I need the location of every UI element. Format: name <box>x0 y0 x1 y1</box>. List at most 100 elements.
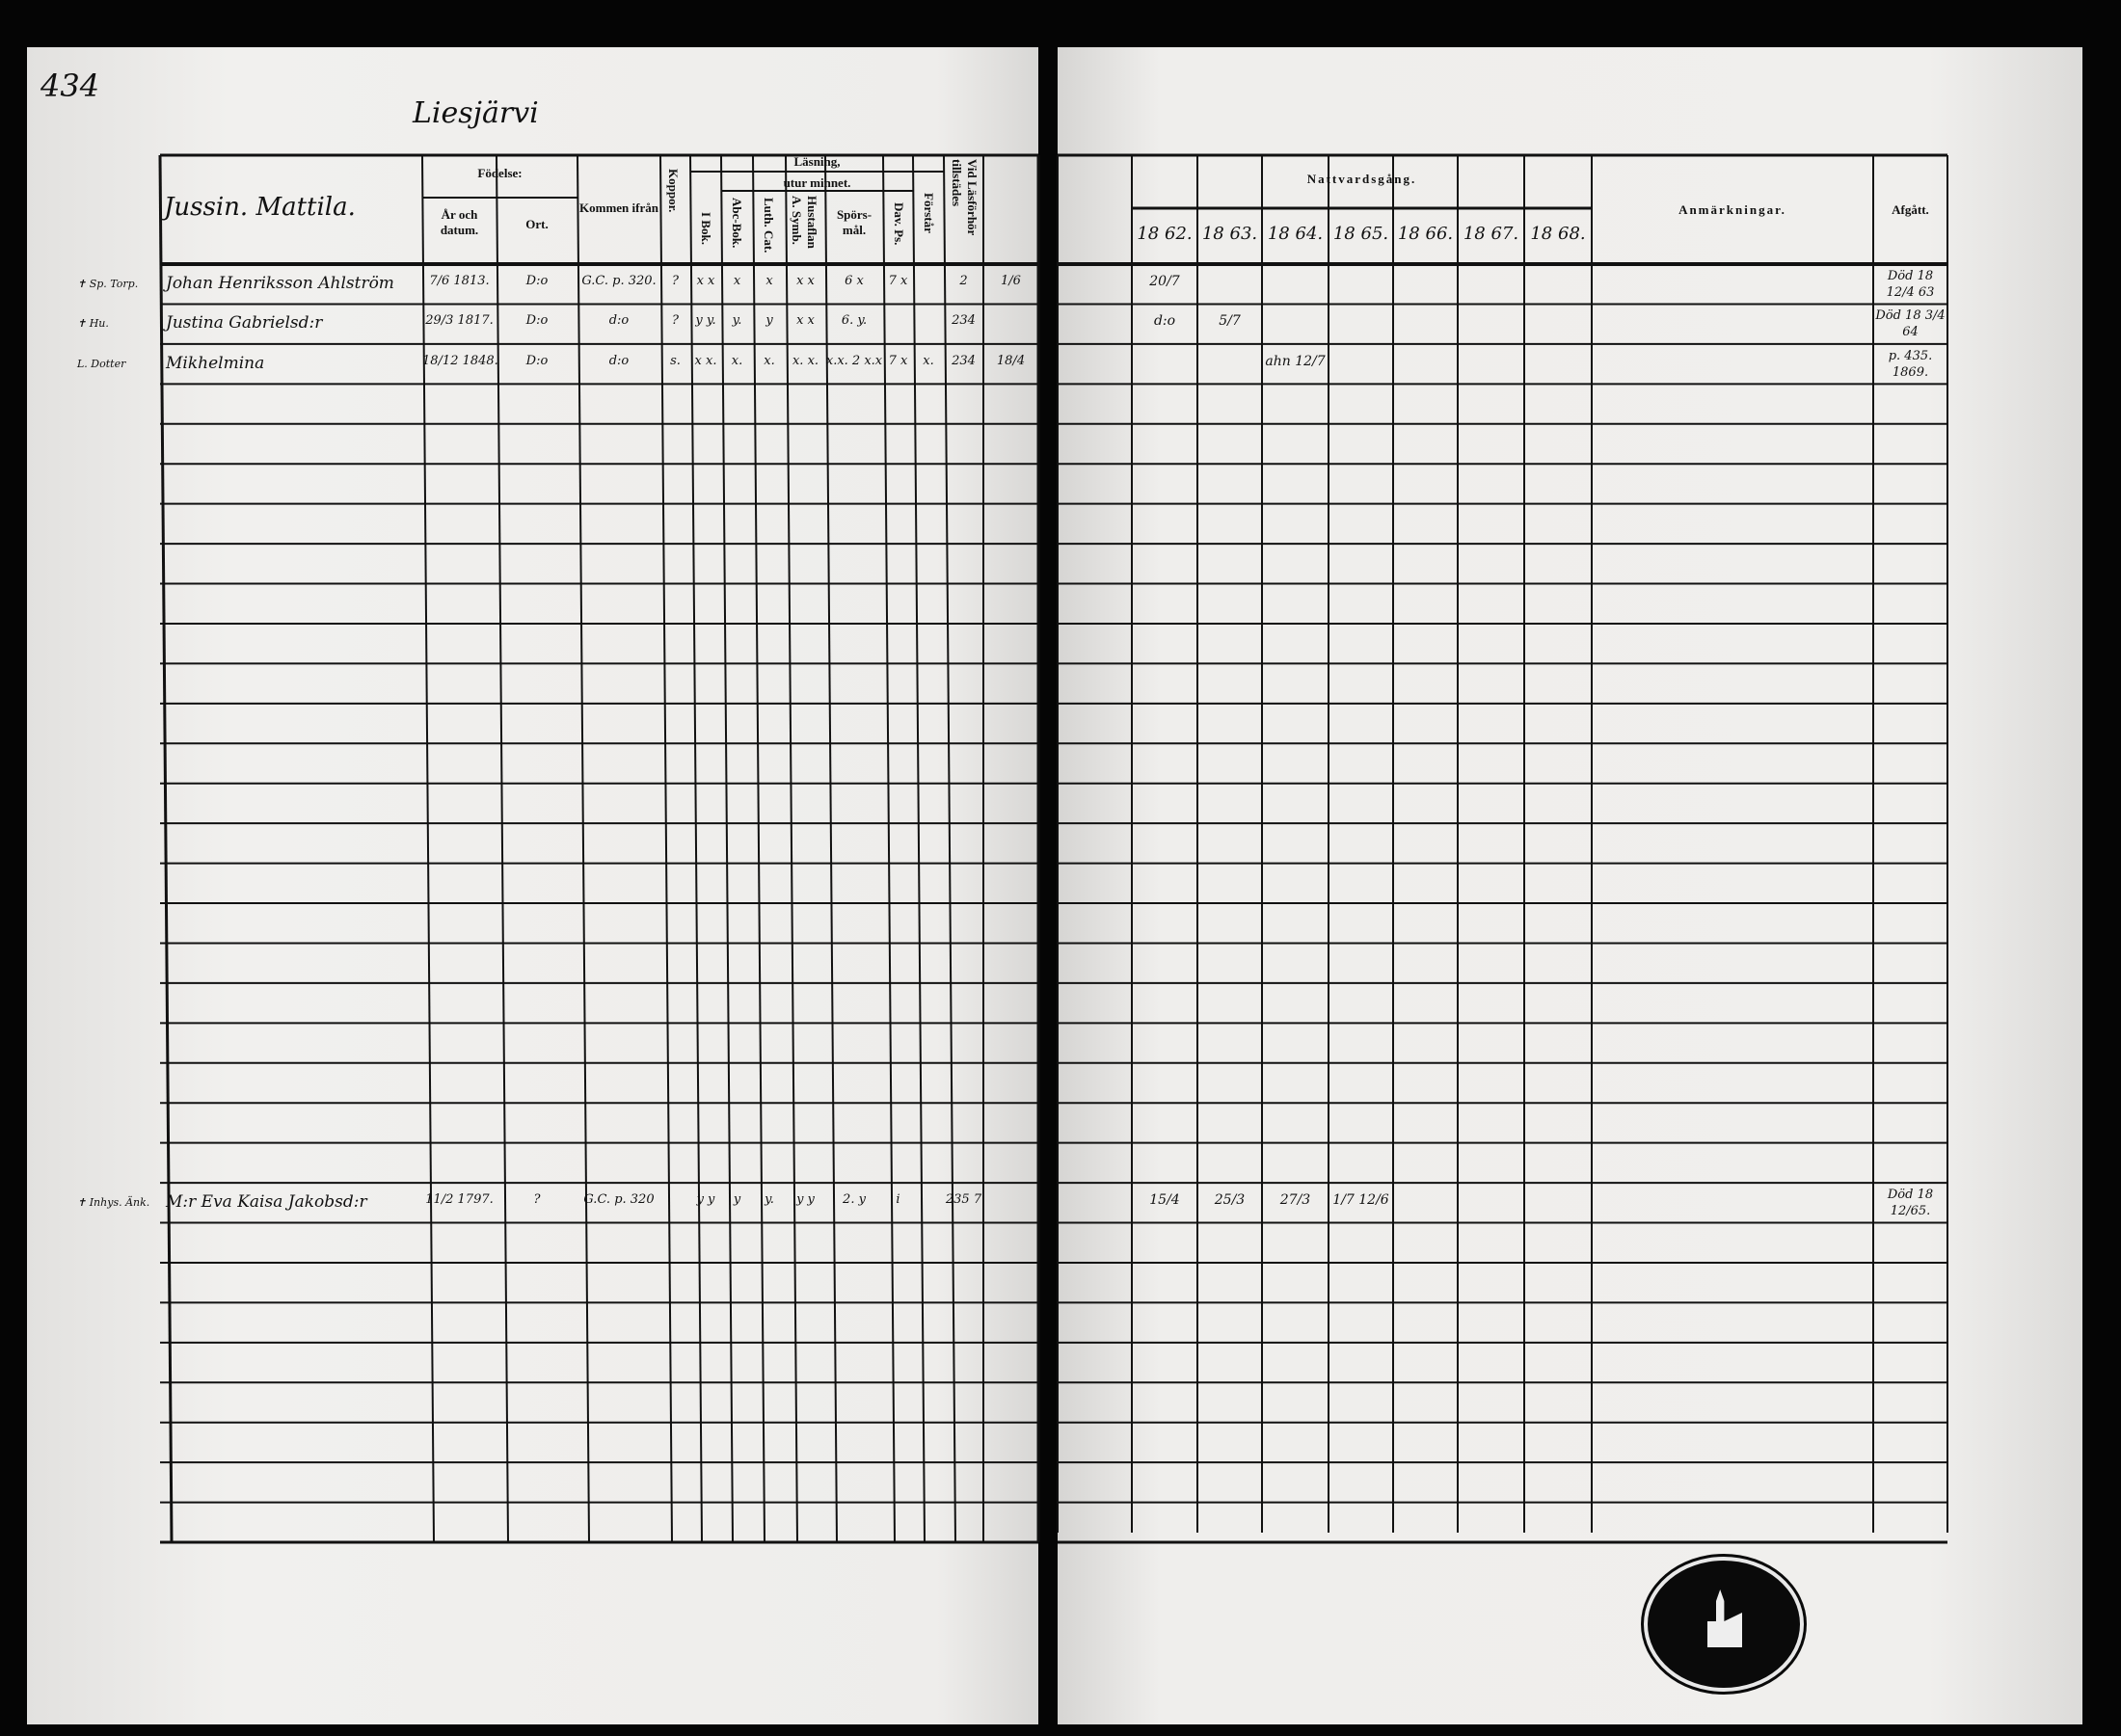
cell-abc: y. <box>732 313 742 329</box>
cell-i_bok: y y <box>696 1192 715 1208</box>
cell-from: d:o <box>608 313 630 329</box>
header-kommen-ifran: Kommen ifrån <box>579 200 658 215</box>
year-header: 18 64. <box>1267 224 1324 244</box>
cell-ort: D:o <box>525 353 549 368</box>
cell-lasf: 234 <box>952 313 976 329</box>
cell-luth: x. <box>764 353 775 368</box>
header-i-bok: I Bok. <box>699 212 713 245</box>
column-line <box>421 154 435 1543</box>
cell-date: 11/2 1797. <box>425 1192 494 1208</box>
communion-date: 27/3 <box>1279 1192 1311 1209</box>
column-line <box>943 154 956 1543</box>
communion-date: 20/7 <box>1149 274 1180 289</box>
cell-abc: x <box>733 274 741 288</box>
cell-forst: x. <box>923 353 934 368</box>
cell-hust: x. x. <box>792 353 819 368</box>
cell-spors: 6. y. <box>841 313 868 329</box>
cell-spors: 6 x <box>845 274 864 288</box>
cell-koppor: s. <box>670 353 681 368</box>
cell-abc: x. <box>731 353 743 368</box>
cell-from: d:o <box>608 353 630 368</box>
cell-date: 29/3 1817. <box>425 313 494 329</box>
header-hustaflan: Hustaflan A. Symb. <box>790 196 819 249</box>
column-line <box>577 154 590 1543</box>
cell-koppor: ? <box>672 274 679 288</box>
cell-dav: i <box>896 1192 900 1208</box>
year-header: 18 62. <box>1137 224 1193 244</box>
left-page <box>27 47 1038 1724</box>
person-name: M:r Eva Kaisa Jakobsd:r <box>166 1192 367 1213</box>
cell-luth: y. <box>765 1192 774 1208</box>
header-utur-minnet: utur minnet. <box>783 175 851 190</box>
cell-lasf: 2 <box>959 274 968 288</box>
year-header: 18 68. <box>1530 224 1586 244</box>
cell-ort: D:o <box>525 313 549 329</box>
column-line <box>912 154 926 1543</box>
header-lasforhor: Vid Läsförhör tillstädes <box>950 159 980 236</box>
header-forstar: Förstår <box>922 193 936 233</box>
cell-abc: y <box>733 1192 741 1208</box>
cell-ort: D:o <box>525 274 549 288</box>
margin-note: ✝ Sp. Torp. <box>77 278 139 290</box>
cell-koppor: ? <box>672 313 679 329</box>
year-header: 18 65. <box>1332 224 1389 244</box>
cell-spors: x.x. 2 x.x <box>825 353 883 368</box>
cell-ort: ? <box>533 1192 541 1208</box>
margin-note: ✝ Inhys. Änk. <box>77 1196 150 1210</box>
page-title: Liesjärvi <box>413 96 539 130</box>
cell-date: 18/12 1848. <box>422 353 498 368</box>
column-line <box>824 154 838 1543</box>
person-name: Mikhelmina <box>166 353 265 373</box>
header-dav-ps: Dav. Ps. <box>892 202 906 246</box>
right-page <box>1058 47 2082 1724</box>
margin-note: ✝ Hu. <box>77 317 109 331</box>
column-line <box>785 154 798 1543</box>
page-number: 434 <box>40 67 100 104</box>
header-anmarkningar: Anmärkningar. <box>1678 202 1786 217</box>
column-line <box>689 154 703 1543</box>
column-line <box>496 154 509 1543</box>
person-name: Johan Henriksson Ahlström <box>166 274 394 293</box>
cell-i_bok: y y. <box>695 313 716 329</box>
cell-i_bok: x x. <box>694 353 717 368</box>
cell-dav: 7 x <box>888 274 908 288</box>
afgatt-entry: Död 18 3/4 64 <box>1875 308 1946 340</box>
communion-date: d:o <box>1153 313 1176 330</box>
person-name: Justina Gabrielsd:r <box>166 313 323 334</box>
afgatt-entry: Död 18 12/65. <box>1887 1188 1934 1219</box>
cell-hust: y y <box>796 1192 815 1208</box>
communion-date: 15/4 <box>1149 1192 1180 1209</box>
cell-hust: x x <box>796 274 815 288</box>
header-nattvardsgang: Nattvardsgång. <box>1306 172 1417 186</box>
cell-luth: x <box>765 274 773 288</box>
cell-i_bok: x x <box>696 274 715 288</box>
cell-lasf: 234 <box>952 353 976 368</box>
year-header: 18 63. <box>1201 224 1258 244</box>
header-lasning: Läsning, <box>793 154 841 169</box>
year-header: 18 66. <box>1397 224 1454 244</box>
cell-dav: 7 x <box>888 353 908 368</box>
header-luth-cat: Luth. Cat. <box>762 198 776 254</box>
communion-date: ahn 12/7 <box>1265 353 1326 369</box>
header-fodelse: Födelse: <box>477 166 523 180</box>
cell-extra: 1/6 <box>1001 274 1021 288</box>
year-header: 18 67. <box>1463 224 1519 244</box>
cell-lasf: 235 7 <box>945 1192 982 1208</box>
column-line <box>882 154 896 1543</box>
archive-stamp-logo <box>1644 1557 1804 1692</box>
household-name: Jussin. Mattila. <box>164 193 356 222</box>
cell-from: G.C. p. 320 <box>583 1192 655 1208</box>
margin-note: L. Dotter <box>77 357 126 370</box>
cell-date: 7/6 1813. <box>429 274 490 288</box>
header-abc-bok: Abc-Bok. <box>730 198 744 249</box>
afgatt-entry: Död 18 12/4 63 <box>1886 269 1935 300</box>
column-line <box>752 154 765 1543</box>
cell-hust: x x <box>796 313 815 329</box>
cell-spors: 2. y <box>843 1192 866 1208</box>
header-ort: Ort. <box>525 217 549 231</box>
communion-date: 25/3 <box>1214 1192 1246 1209</box>
header-afgatt: Afgått. <box>1892 202 1929 217</box>
header-ar-och-datum: År och datum. <box>440 207 479 237</box>
cell-luth: y <box>765 313 773 329</box>
